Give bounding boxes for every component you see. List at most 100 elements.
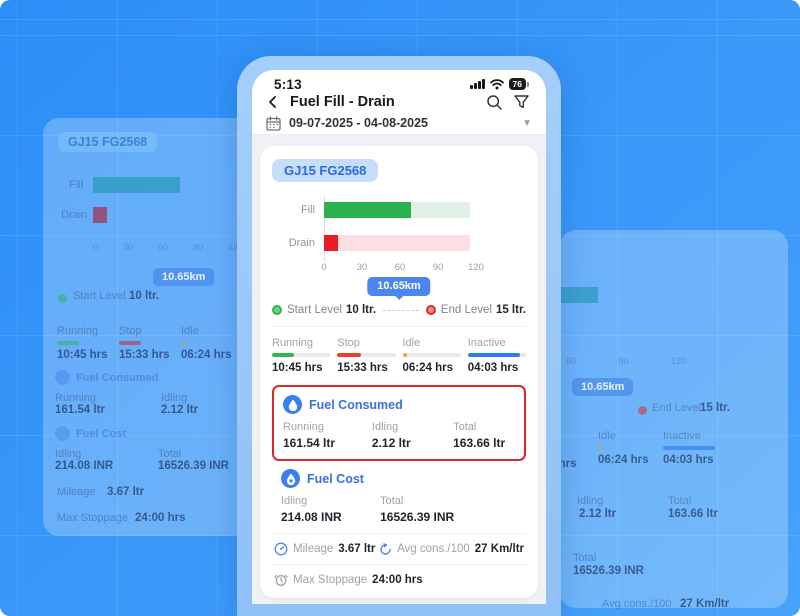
search-icon: [487, 95, 502, 110]
mileage-metric: Mileage 3.67 ltr: [274, 542, 375, 556]
bg-axis-ticks: 0 30 60 90 120: [93, 242, 243, 252]
page-title: Fuel Fill - Drain: [290, 94, 395, 111]
bg-status-label: Inactive: [663, 430, 701, 442]
speedometer-icon: [274, 542, 288, 556]
bg-value: 2.12 ltr: [161, 404, 199, 416]
bg-status-value: 15:33 hrs: [119, 349, 170, 361]
bg-status-bar: [598, 446, 602, 450]
bg-label: Idling: [161, 392, 188, 404]
bg-status-value: 06:24 hrs: [598, 454, 649, 466]
chart-axis-line: [324, 196, 325, 261]
divider: [272, 533, 526, 534]
bg-value: 2.12 ltr: [579, 508, 617, 520]
battery-icon: 76: [508, 78, 530, 91]
screen-content: GJ15 FG2568 Fill Drain: [252, 135, 546, 604]
status-col-running: Running 10:45 hrs: [272, 337, 331, 374]
start-level-value: 10 ltr.: [345, 304, 377, 316]
fuel-cost-idling: Idling 214.08 INR: [281, 495, 342, 524]
fuel-consumed-title: Fuel Consumed: [309, 397, 403, 412]
inactive-bar: [467, 353, 521, 357]
bg-status-label: Idle: [598, 430, 616, 442]
distance-dashed-line: [383, 309, 419, 311]
bg-distance-tooltip: 10.65km: [572, 378, 634, 396]
bg-drain-bar: [93, 207, 107, 223]
bg-label: Running: [55, 392, 96, 404]
max-stoppage-metric: Max Stoppage 24:00 hrs: [274, 573, 423, 587]
status-bar: 5:13 76: [252, 70, 546, 92]
bg-label: Total: [573, 552, 597, 564]
bg-fill-bar: [560, 287, 598, 303]
start-level-label: Start Level: [287, 304, 342, 316]
avg-consumption-metric: Avg cons./100 27 Km/ltr: [379, 542, 524, 556]
calendar-icon: [266, 116, 281, 131]
bg-status-value: 06:24 hrs: [181, 349, 232, 361]
bg-label: Idling: [577, 495, 604, 507]
bg-label: Max Stoppage: [57, 512, 128, 524]
fill-bar: [324, 202, 412, 218]
bg-status-value: 10:45 hrs: [57, 349, 108, 361]
vehicle-report-card: GJ15 FG2568 Fill Drain: [260, 146, 538, 598]
bg-label: Total: [158, 448, 182, 460]
bg-value: 3.67 ltr: [107, 486, 145, 498]
phone-mockup: 5:13 76 Fuel Fill - Drain: [237, 56, 561, 616]
fuel-drop-icon: [283, 395, 302, 414]
bg-end-dot: [638, 406, 647, 415]
bg-label: Idling: [55, 448, 82, 460]
bg-fuel-cost-title: Fuel Cost: [76, 428, 127, 440]
drain-bar-row: [324, 235, 476, 251]
bg-distance-tooltip: 10.65km: [153, 268, 215, 286]
bg-status-label: Running: [57, 325, 98, 337]
drain-bar: [324, 235, 338, 251]
fill-drain-chart: Fill Drain 0: [278, 196, 526, 275]
back-button[interactable]: [266, 95, 280, 109]
date-range-value: 09-07-2025 - 04-08-2025: [289, 116, 428, 131]
status-col-stop: Stop 15:33 hrs: [337, 337, 396, 374]
app-header: Fuel Fill - Drain: [252, 92, 546, 113]
bg-label: Total: [668, 495, 692, 507]
bg-vehicle-badge: GJ15 FG2568: [58, 132, 158, 152]
stop-bar: [337, 353, 361, 357]
fuel-cost-total: Total 16526.39 INR: [380, 495, 455, 524]
running-bar: [272, 353, 295, 357]
search-button[interactable]: [486, 94, 503, 111]
bg-status-bar: [663, 446, 715, 450]
start-level-dot-icon: [272, 305, 282, 315]
bg-start-value: 10 ltr.: [129, 290, 160, 302]
divider: [272, 564, 526, 565]
wifi-icon: [489, 78, 504, 90]
fuel-consumed-total: Total 163.66 ltr: [453, 421, 506, 450]
bg-value: 214.08 INR: [55, 460, 114, 472]
bg-label: Mileage: [57, 486, 96, 498]
chart-category-label: Fill: [300, 204, 315, 216]
divider: [272, 326, 526, 327]
vehicle-number-badge[interactable]: GJ15 FG2568: [272, 159, 379, 182]
bg-end-value: 15 ltr.: [700, 402, 731, 414]
chart-x-axis: 0 30 60 90 120: [321, 262, 484, 273]
bg-fill-label: Fill: [69, 179, 84, 191]
level-summary: 10.65km Start Level 10 ltr. End Level 15…: [272, 277, 526, 316]
end-level-value: 15 ltr.: [495, 304, 526, 316]
fuel-consumed-section: Fuel Consumed Running 161.54 ltr Idling …: [272, 385, 526, 461]
bg-value: 16526.39 INR: [158, 460, 229, 472]
cellular-signal-icon: [470, 79, 485, 90]
bg-fuel-consumed-title: Fuel Consumed: [76, 372, 159, 384]
bg-start-dot: [58, 294, 67, 303]
status-bar-time: 5:13: [274, 76, 302, 92]
distance-tooltip: 10.65km: [367, 277, 431, 296]
filter-button[interactable]: [513, 94, 530, 110]
bg-status-bar: [119, 341, 141, 345]
chevron-down-icon[interactable]: ▼: [522, 117, 532, 129]
chart-category-label: Drain: [288, 237, 315, 249]
bg-fill-bar: [93, 177, 180, 193]
max-stoppage-row: Max Stoppage 24:00 hrs: [272, 572, 526, 588]
idle-bar: [402, 353, 407, 357]
bg-status-label: Idle: [181, 325, 199, 337]
bg-start-label: Start Level: [73, 290, 126, 302]
status-summary: Running 10:45 hrs Stop 15:33 hrs Idle: [272, 337, 526, 374]
filter-funnel-icon: [514, 95, 529, 109]
bg-label: Avg cons./100: [602, 598, 672, 610]
avg-consumption-icon: [380, 542, 391, 555]
date-range-selector[interactable]: 09-07-2025 - 04-08-2025 ▼: [252, 113, 546, 135]
bg-status-label: Stop: [119, 325, 142, 337]
fuel-cost-title: Fuel Cost: [307, 471, 364, 486]
